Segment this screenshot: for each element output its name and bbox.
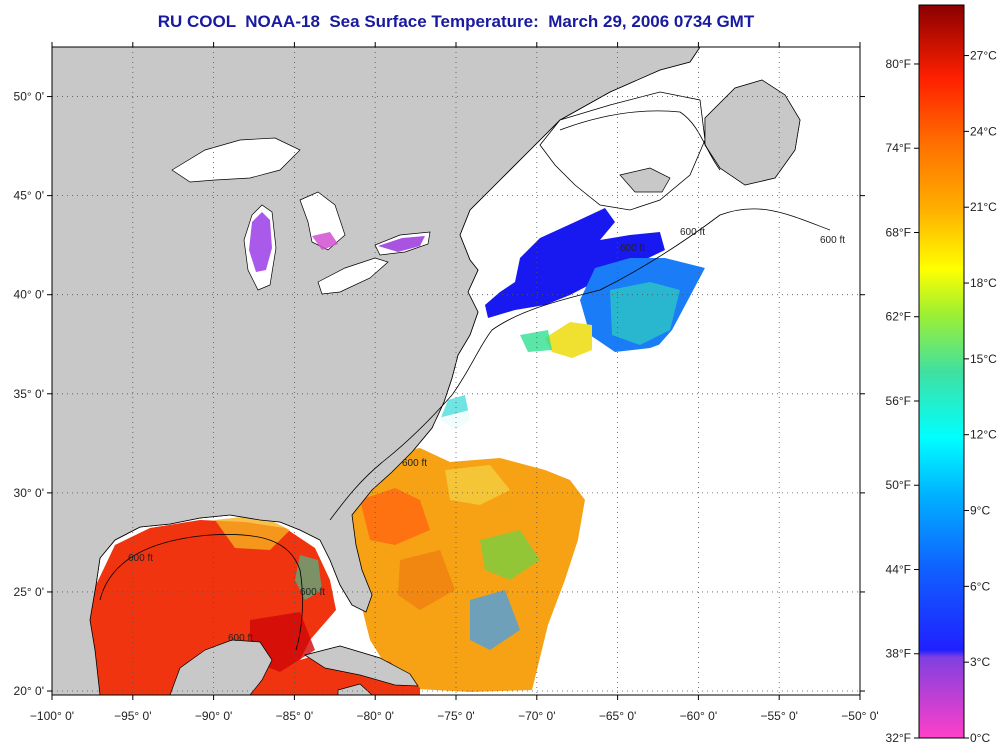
colorbar-f-label: 74°F — [886, 141, 911, 155]
isobath-label: 600 ft — [128, 553, 153, 564]
swath-east-blank — [532, 268, 860, 695]
isobath-label-group: 600 ft 600 ft 600 ft 600 ft 600 ft 600 ft 600 … — [128, 227, 845, 644]
isobath-label: 600 ft — [620, 243, 645, 254]
x-tick-label: −50° 0' — [841, 709, 878, 723]
colorbar-f-label: 62°F — [886, 310, 911, 324]
isobath-label: 600 ft — [820, 235, 845, 246]
colorbar-c-label: 15°C — [970, 352, 997, 366]
map-title: RU COOL NOAA-18 Sea Surface Temperature:… — [157, 12, 755, 31]
colorbar-f-label: 50°F — [886, 478, 911, 492]
y-tick-label: 25° 0' — [14, 585, 44, 599]
colorbar-c-label: 21°C — [970, 200, 997, 214]
x-tick-label: −90° 0' — [195, 709, 232, 723]
x-tick-label: −85° 0' — [276, 709, 313, 723]
colorbar-f-label: 56°F — [886, 394, 911, 408]
colorbar-c-label: 12°C — [970, 428, 997, 442]
x-tick-label: −100° 0' — [30, 709, 74, 723]
colorbar-c-label: 18°C — [970, 276, 997, 290]
y-tick-label: 50° 0' — [14, 90, 44, 104]
isobath-label: 600 ft — [300, 587, 325, 598]
y-tick-label: 20° 0' — [14, 684, 44, 698]
isobath-600ft — [99, 110, 831, 651]
x-tick-label: −75° 0' — [437, 709, 474, 723]
x-tick-label: −65° 0' — [599, 709, 636, 723]
y-tick-label: 30° 0' — [14, 486, 44, 500]
colorbar-celsius-axis: 27°C 24°C 21°C 18°C 15°C 12°C 9°C 6°C 3°C 0°C — [964, 49, 997, 745]
x-tick-label: −95° 0' — [114, 709, 151, 723]
isobath-label: 600 ft — [228, 633, 253, 644]
x-tick-label: −70° 0' — [518, 709, 555, 723]
colorbar-c-label: 6°C — [970, 579, 990, 593]
colorbar-f-label: 68°F — [886, 225, 911, 239]
colorbar-f-label: 80°F — [886, 57, 911, 71]
colorbar-c-label: 0°C — [970, 731, 990, 745]
x-tick-label: −55° 0' — [760, 709, 797, 723]
colorbar-c-label: 27°C — [970, 49, 997, 63]
y-tick-label: 40° 0' — [14, 288, 44, 302]
x-tick-label: −60° 0' — [680, 709, 717, 723]
map-area: 600 ft 600 ft 600 ft 600 ft 600 ft 600 ft 600 … — [52, 47, 860, 695]
isobath-label: 600 ft — [680, 227, 705, 238]
isobath-label: 600 ft — [402, 458, 427, 469]
swath-east-top — [660, 190, 860, 268]
x-tick-label: −80° 0' — [356, 709, 393, 723]
y-tick-label: 35° 0' — [14, 387, 44, 401]
colorbar-c-label: 24°C — [970, 124, 997, 138]
colorbar-c-label: 3°C — [970, 655, 990, 669]
colorbar-fahrenheit-axis: 80°F 74°F 68°F 62°F 56°F 50°F 44°F 38°F 32°F — [886, 57, 919, 745]
y-tick-label: 45° 0' — [14, 189, 44, 203]
graticule — [52, 47, 860, 695]
colorbar-f-label: 44°F — [886, 562, 911, 576]
colorbar-f-label: 38°F — [886, 647, 911, 661]
colorbar — [918, 4, 965, 739]
y-axis: 20° 0' 25° 0' 30° 0' 35° 0' 40° 0' 45° 0' 50° … — [14, 90, 865, 698]
x-axis: −100° 0' −95° 0' −90° 0' −85° 0' −80° 0' −75°… — [30, 42, 879, 723]
colorbar-f-label: 32°F — [886, 731, 911, 745]
colorbar-c-label: 9°C — [970, 504, 990, 518]
